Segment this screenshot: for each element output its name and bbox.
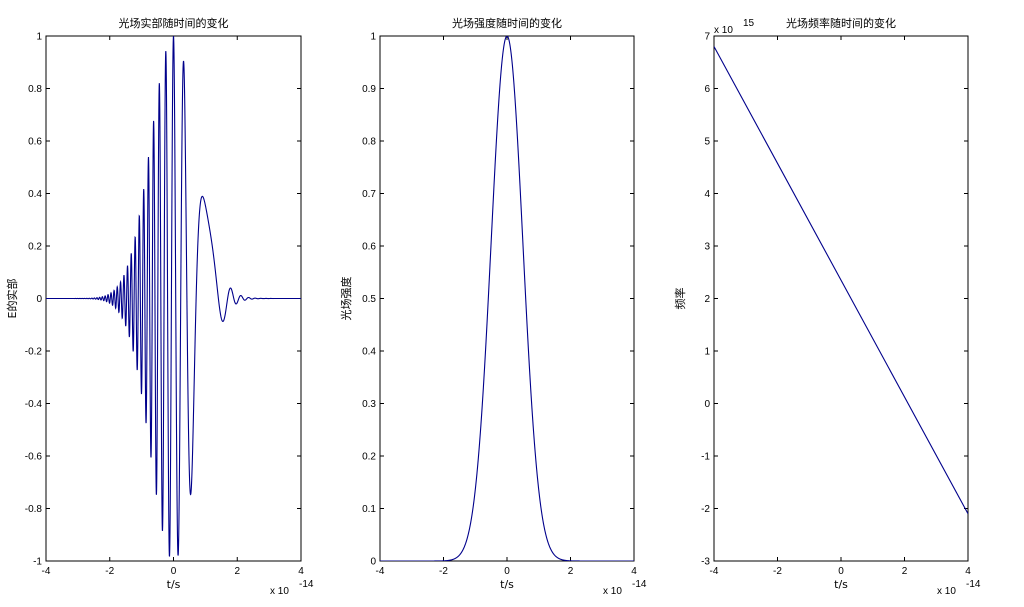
x-tick-label: 2 bbox=[234, 566, 240, 577]
y-tick-label: -0.8 bbox=[25, 504, 43, 515]
chart-title: 光场实部随时间的变化 bbox=[119, 16, 229, 30]
x-tick-label: 0 bbox=[171, 566, 177, 577]
y-axis-label: 光场强度 bbox=[339, 277, 353, 321]
x-exponent: -14 bbox=[966, 579, 981, 590]
x-exponent-label: x 10 bbox=[937, 586, 956, 597]
x-tick-label: -2 bbox=[105, 566, 114, 577]
y-tick-label: -3 bbox=[701, 557, 710, 568]
x-tick-label: 0 bbox=[504, 566, 510, 577]
y-tick-label: 0 bbox=[704, 399, 710, 410]
y-tick-label: 5 bbox=[704, 137, 710, 148]
y-tick-label: 0.1 bbox=[362, 504, 376, 515]
x-tick-label: -2 bbox=[773, 566, 782, 577]
y-tick-label: 0 bbox=[36, 294, 42, 305]
x-tick-label: 0 bbox=[838, 566, 844, 577]
subplot-2: -4 -2 0 2 4 0 0.1 0.2 0.3 0.4 0.5 0.6 0.7 0.8 0.9 1 光场强度… bbox=[339, 16, 647, 597]
y-tick-label: -1 bbox=[33, 557, 42, 568]
x-tick-label: 2 bbox=[568, 566, 574, 577]
y-tick-label: 1 bbox=[36, 32, 42, 43]
y-tick-label: 7 bbox=[704, 32, 710, 43]
x-exponent: -14 bbox=[299, 579, 314, 590]
y-tick-label: -0.4 bbox=[25, 399, 43, 410]
x-tick-label: 2 bbox=[902, 566, 908, 577]
y-tick-label: 0.4 bbox=[28, 189, 42, 200]
x-axis-label: t/s bbox=[167, 578, 181, 591]
x-tick-label: -4 bbox=[376, 566, 385, 577]
x-axis-label: t/s bbox=[500, 578, 514, 591]
y-exponent-label: x 10 bbox=[714, 25, 733, 36]
x-tick-label: -2 bbox=[439, 566, 448, 577]
x-tick-label: 4 bbox=[965, 566, 971, 577]
y-tick-label: 0.8 bbox=[28, 84, 42, 95]
y-tick-label: 0.5 bbox=[362, 294, 376, 305]
chart-title: 光场强度随时间的变化 bbox=[452, 16, 562, 30]
x-exponent-label: x 10 bbox=[270, 586, 289, 597]
y-tick-label: 0.4 bbox=[362, 347, 376, 358]
x-axis-label: t/s bbox=[834, 578, 848, 591]
y-tick-label: 6 bbox=[704, 84, 710, 95]
x-exponent: -14 bbox=[632, 579, 647, 590]
y-tick-label: 1 bbox=[704, 347, 710, 358]
y-tick-label: 2 bbox=[704, 294, 710, 305]
y-tick-label: 0.2 bbox=[28, 242, 42, 253]
y-tick-label: 3 bbox=[704, 242, 710, 253]
y-tick-label: 1 bbox=[370, 32, 376, 43]
chart-title: 光场频率随时间的变化 bbox=[786, 16, 896, 30]
x-tick-label: 4 bbox=[631, 566, 637, 577]
x-tick-label: 4 bbox=[298, 566, 304, 577]
y-tick-label: 0.8 bbox=[362, 137, 376, 148]
x-tick-label: -4 bbox=[42, 566, 51, 577]
y-tick-label: -2 bbox=[701, 504, 710, 515]
y-tick-label: -0.6 bbox=[25, 452, 43, 463]
y-tick-label: 0.2 bbox=[362, 452, 376, 463]
subplot-1: -4 -2 0 2 4 -1 -0.8 -0.6 -0.4 -0.2 0 0.2 0.4 0.6 0.8 1 光… bbox=[5, 16, 314, 597]
plot-area bbox=[379, 35, 635, 562]
y-axis-label: E的实部 bbox=[5, 279, 19, 319]
y-tick-label: 0.7 bbox=[362, 189, 376, 200]
y-tick-label: 0.3 bbox=[362, 399, 376, 410]
y-tick-label: 0.9 bbox=[362, 84, 376, 95]
plot-area bbox=[713, 35, 969, 562]
y-tick-label: 4 bbox=[704, 189, 710, 200]
y-tick-label: -0.2 bbox=[25, 347, 43, 358]
y-exponent: 15 bbox=[743, 18, 755, 29]
x-exponent-label: x 10 bbox=[603, 586, 622, 597]
y-tick-label: 0 bbox=[370, 557, 376, 568]
y-tick-label: 0.6 bbox=[362, 242, 376, 253]
x-tick-label: -4 bbox=[710, 566, 719, 577]
series-line bbox=[46, 36, 301, 557]
y-axis-label: 频率 bbox=[673, 288, 687, 310]
series-line bbox=[714, 46, 968, 515]
subplot-3: -4 -2 0 2 4 -3 -2 -1 0 1 2 3 4 5 6 7 光场频率随时间的变化 t/s 频率 x 10… bbox=[673, 16, 981, 597]
y-tick-label: -1 bbox=[701, 452, 710, 463]
y-tick-label: 0.6 bbox=[28, 137, 42, 148]
